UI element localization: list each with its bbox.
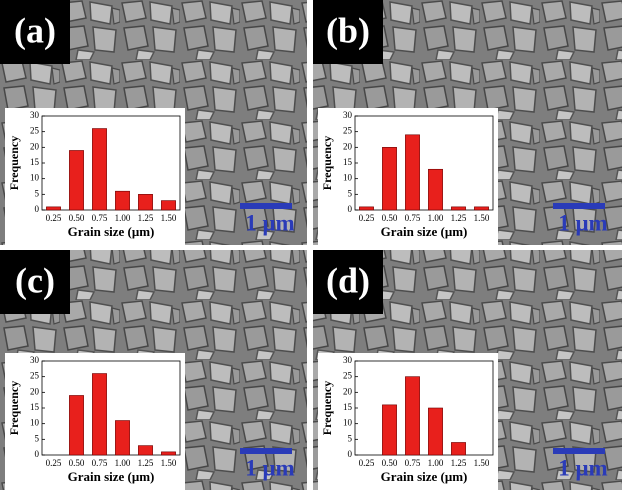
x-tick-label: 1.00: [428, 213, 444, 223]
y-tick-label: 5: [348, 433, 353, 443]
bar: [115, 420, 130, 456]
x-tick-label: 0.50: [69, 458, 85, 468]
x-tick-label: 1.50: [474, 213, 490, 223]
x-tick-label: 1.25: [138, 213, 154, 223]
y-tick-label: 25: [30, 371, 40, 381]
bar: [161, 451, 176, 456]
bar: [161, 200, 176, 211]
x-tick-label: 0.25: [46, 458, 62, 468]
scale-bar: [240, 203, 292, 209]
x-tick-label: 1.25: [138, 458, 154, 468]
y-axis-label: Frequency: [7, 381, 21, 435]
scale-bar: [240, 448, 292, 454]
x-tick-label: 0.25: [359, 213, 375, 223]
y-tick-label: 0: [348, 449, 353, 459]
bar: [382, 147, 397, 211]
y-tick-label: 15: [343, 402, 353, 412]
y-tick-label: 20: [30, 141, 40, 151]
y-tick-label: 10: [30, 418, 40, 428]
bar: [474, 206, 489, 211]
y-tick-label: 15: [30, 157, 40, 167]
y-axis-label: Frequency: [320, 381, 334, 435]
bar: [428, 407, 443, 456]
y-tick-label: 20: [343, 141, 353, 151]
label-box: [313, 250, 383, 314]
x-tick-label: 0.25: [359, 458, 375, 468]
bar: [359, 206, 374, 211]
y-tick-label: 30: [30, 110, 40, 120]
x-tick-label: 0.75: [92, 213, 108, 223]
x-axis-label: Grain size (μm): [381, 224, 468, 239]
bar: [451, 442, 466, 456]
y-tick-label: 10: [343, 418, 353, 428]
label-box: [313, 0, 383, 64]
x-tick-label: 1.00: [115, 458, 131, 468]
bar: [92, 128, 107, 211]
y-tick-label: 20: [30, 386, 40, 396]
x-tick-label: 1.00: [115, 213, 131, 223]
y-axis-label: Frequency: [320, 136, 334, 190]
label-box: [0, 0, 70, 64]
y-tick-label: 30: [343, 110, 353, 120]
panel-label: (a): [14, 10, 56, 50]
y-tick-label: 25: [30, 126, 40, 136]
bar: [46, 206, 61, 211]
x-axis-label: Grain size (μm): [68, 224, 155, 239]
x-tick-label: 0.50: [69, 213, 85, 223]
bar: [138, 445, 153, 456]
x-tick-label: 1.25: [451, 213, 467, 223]
bar: [138, 194, 153, 211]
y-tick-label: 5: [35, 433, 40, 443]
x-tick-label: 1.50: [161, 458, 177, 468]
y-tick-label: 0: [35, 204, 40, 214]
x-tick-label: 1.25: [451, 458, 467, 468]
y-tick-label: 10: [343, 173, 353, 183]
x-tick-label: 1.50: [474, 458, 490, 468]
bar: [92, 373, 107, 456]
scale-bar-label: 1 μm: [245, 210, 294, 235]
y-tick-label: 15: [343, 157, 353, 167]
y-tick-label: 0: [348, 204, 353, 214]
label-box: [0, 250, 70, 314]
y-tick-label: 30: [343, 355, 353, 365]
panel-label: (d): [326, 260, 370, 300]
y-tick-label: 20: [343, 386, 353, 396]
y-tick-label: 5: [348, 188, 353, 198]
scale-bar-label: 1 μm: [245, 455, 294, 480]
bar: [69, 150, 84, 211]
bar: [382, 404, 397, 456]
y-tick-label: 10: [30, 173, 40, 183]
y-axis-label: Frequency: [7, 136, 21, 190]
panel-label: (b): [326, 10, 370, 50]
panel-label: (c): [15, 260, 55, 300]
x-axis-label: Grain size (μm): [381, 469, 468, 484]
y-tick-label: 0: [35, 449, 40, 459]
x-tick-label: 0.50: [382, 458, 398, 468]
x-tick-label: 1.50: [161, 213, 177, 223]
bar: [69, 395, 84, 456]
y-tick-label: 15: [30, 402, 40, 412]
x-tick-label: 0.75: [405, 458, 421, 468]
x-tick-label: 1.00: [428, 458, 444, 468]
bar: [428, 168, 443, 211]
y-tick-label: 5: [35, 188, 40, 198]
x-tick-label: 0.25: [46, 213, 62, 223]
x-tick-label: 0.50: [382, 213, 398, 223]
y-tick-label: 25: [343, 126, 353, 136]
scale-bar: [553, 448, 605, 454]
bar: [405, 134, 420, 211]
scale-bar-label: 1 μm: [558, 210, 607, 235]
y-tick-label: 25: [343, 371, 353, 381]
bar: [405, 376, 420, 456]
bar: [451, 206, 466, 211]
y-tick-label: 30: [30, 355, 40, 365]
scale-bar: [553, 203, 605, 209]
bar: [115, 190, 130, 211]
x-axis-label: Grain size (μm): [68, 469, 155, 484]
scale-bar-label: 1 μm: [558, 455, 607, 480]
x-tick-label: 0.75: [405, 213, 421, 223]
x-tick-label: 0.75: [92, 458, 108, 468]
